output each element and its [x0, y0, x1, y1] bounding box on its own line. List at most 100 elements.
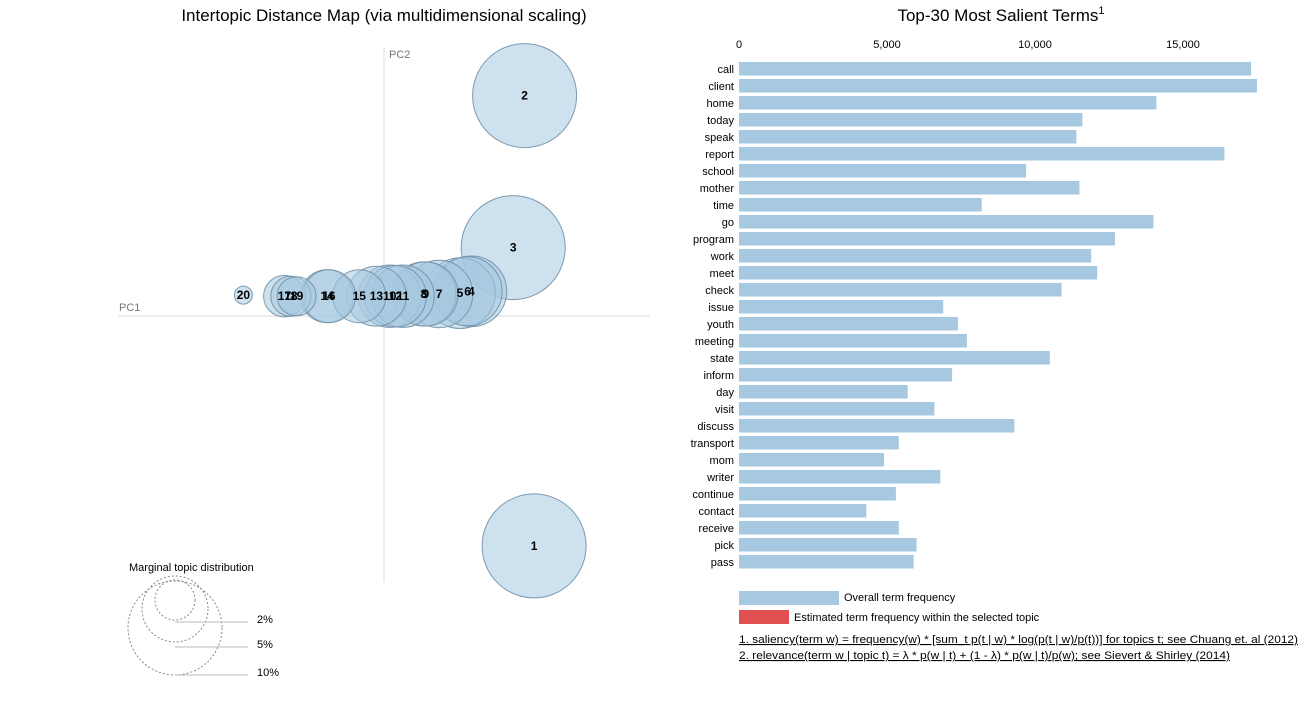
- x-tick-15000: 15,000: [1166, 39, 1200, 51]
- note-relevance[interactable]: 2. relevance(term w | topic t) = λ * p(w…: [739, 650, 1230, 662]
- term-label-today[interactable]: today: [707, 115, 734, 127]
- topic-label-5[interactable]: 5: [457, 286, 464, 300]
- marginal-label: Marginal topic distribution: [129, 562, 254, 574]
- bar-contact[interactable]: [739, 504, 867, 518]
- bar-go[interactable]: [739, 215, 1154, 229]
- bar-program[interactable]: [739, 232, 1115, 246]
- topic-bubble-1[interactable]: [481, 493, 587, 599]
- bar-home[interactable]: [739, 96, 1157, 110]
- marginal-legend: 2% 5% 10%: [127, 575, 279, 679]
- marginal-size-2: 2%: [257, 614, 273, 626]
- topic-label-18[interactable]: 18: [284, 289, 298, 303]
- topic-label-7[interactable]: 7: [436, 287, 443, 301]
- term-label-pass[interactable]: pass: [711, 557, 735, 569]
- bar-work[interactable]: [739, 249, 1092, 263]
- term-label-writer[interactable]: writer: [706, 472, 734, 484]
- bar-visit[interactable]: [739, 402, 935, 416]
- term-label-meet[interactable]: meet: [710, 268, 734, 280]
- term-label-client[interactable]: client: [708, 81, 734, 93]
- topic-label-16[interactable]: 16: [322, 289, 336, 303]
- bar-mother[interactable]: [739, 181, 1080, 195]
- term-label-school[interactable]: school: [702, 166, 734, 178]
- topic-label-17[interactable]: 17: [278, 289, 292, 303]
- bar-day[interactable]: [739, 385, 908, 399]
- topic-label-13[interactable]: 13: [370, 289, 384, 303]
- term-label-home[interactable]: home: [706, 98, 734, 110]
- bar-meet[interactable]: [739, 266, 1098, 280]
- x-axis-ticks: 0 5,000 10,000 15,000: [736, 39, 1200, 51]
- bar-inform[interactable]: [739, 368, 953, 382]
- bar-report[interactable]: [739, 147, 1225, 161]
- term-label-continue[interactable]: continue: [692, 489, 734, 501]
- topic-label-20[interactable]: 20: [237, 288, 251, 302]
- term-label-issue[interactable]: issue: [708, 302, 734, 314]
- note-saliency[interactable]: 1. saliency(term w) = frequency(w) * [su…: [739, 634, 1298, 646]
- term-label-report[interactable]: report: [705, 149, 734, 161]
- term-label-call[interactable]: call: [717, 64, 734, 76]
- term-label-transport[interactable]: transport: [691, 438, 734, 450]
- bar-transport[interactable]: [739, 436, 899, 450]
- bar-check[interactable]: [739, 283, 1062, 297]
- topic-label-12[interactable]: 12: [389, 289, 403, 303]
- x-tick-0: 0: [736, 39, 742, 51]
- bar-meeting[interactable]: [739, 334, 967, 348]
- term-label-work[interactable]: work: [710, 251, 735, 263]
- bar-time[interactable]: [739, 198, 982, 212]
- term-label-pick[interactable]: pick: [714, 540, 734, 552]
- bar-pass[interactable]: [739, 555, 914, 569]
- bar-mom[interactable]: [739, 453, 884, 467]
- topic-bubble-2[interactable]: [472, 43, 578, 149]
- topic-label-15[interactable]: 15: [353, 289, 367, 303]
- bar-continue[interactable]: [739, 487, 896, 501]
- topic-label-6[interactable]: 6: [464, 284, 471, 298]
- bar-discuss[interactable]: [739, 419, 1015, 433]
- term-label-time[interactable]: time: [713, 200, 734, 212]
- topic-label-9[interactable]: 9: [422, 287, 429, 301]
- legend-estimated-text: Estimated term frequency within the sele…: [794, 612, 1040, 624]
- bar-client[interactable]: [739, 79, 1257, 93]
- term-label-day[interactable]: day: [716, 387, 734, 399]
- topic-label-1[interactable]: 1: [531, 539, 538, 553]
- term-label-youth[interactable]: youth: [707, 319, 734, 331]
- bar-school[interactable]: [739, 164, 1027, 178]
- pc1-label: PC1: [119, 302, 140, 314]
- topic-label-2[interactable]: 2: [521, 89, 528, 103]
- marginal-circle-10: [127, 580, 223, 676]
- topic-label-8[interactable]: 8: [421, 287, 428, 301]
- x-tick-10000: 10,000: [1018, 39, 1052, 51]
- topic-label-4[interactable]: 4: [468, 284, 475, 298]
- topic-bubble-19[interactable]: [276, 276, 317, 317]
- term-label-meeting[interactable]: meeting: [695, 336, 734, 348]
- bar-call[interactable]: [739, 62, 1252, 76]
- bar-pick[interactable]: [739, 538, 917, 552]
- term-label-mother[interactable]: mother: [700, 183, 735, 195]
- term-label-program[interactable]: program: [693, 234, 734, 246]
- marginal-circle-5: [141, 575, 209, 643]
- bar-speak[interactable]: [739, 130, 1077, 144]
- term-label-receive[interactable]: receive: [699, 523, 734, 535]
- topic-bubble-20[interactable]: [233, 285, 253, 305]
- term-bars[interactable]: call client home today speak report school moth…: [691, 62, 1257, 569]
- bar-issue[interactable]: [739, 300, 944, 314]
- marginal-size-10: 10%: [257, 667, 279, 679]
- topic-label-19[interactable]: 19: [290, 289, 304, 303]
- term-label-visit[interactable]: visit: [715, 404, 734, 416]
- bar-receive[interactable]: [739, 521, 899, 535]
- term-label-contact[interactable]: contact: [699, 506, 734, 518]
- topic-label-14[interactable]: 14: [320, 289, 334, 303]
- term-label-mom[interactable]: mom: [710, 455, 734, 467]
- term-label-check[interactable]: check: [705, 285, 734, 297]
- topic-label-3[interactable]: 3: [510, 241, 517, 255]
- bar-youth[interactable]: [739, 317, 958, 331]
- term-label-inform[interactable]: inform: [703, 370, 734, 382]
- term-label-speak[interactable]: speak: [705, 132, 735, 144]
- term-label-go[interactable]: go: [722, 217, 734, 229]
- bar-today[interactable]: [739, 113, 1083, 127]
- term-label-discuss[interactable]: discuss: [697, 421, 734, 433]
- term-label-state[interactable]: state: [710, 353, 734, 365]
- bar-state[interactable]: [739, 351, 1050, 365]
- bar-writer[interactable]: [739, 470, 941, 484]
- topic-label-11[interactable]: 11: [397, 289, 410, 303]
- topic-label-10[interactable]: 10: [383, 289, 397, 303]
